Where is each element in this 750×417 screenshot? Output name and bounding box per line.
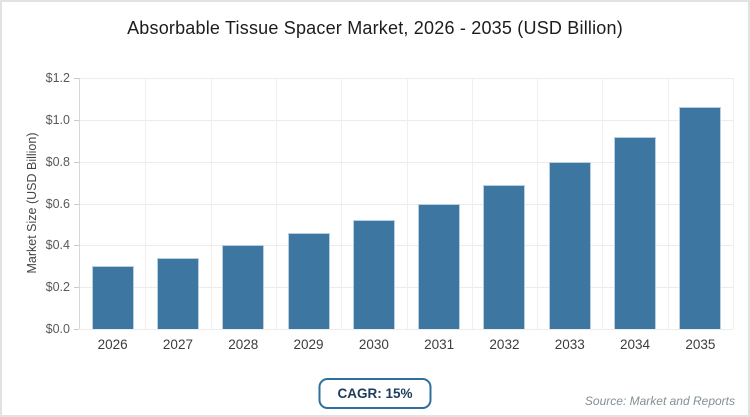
x-tick-label-2029: 2029: [293, 337, 324, 352]
y-tick-label: $0.2: [45, 280, 70, 295]
h-gridline: [80, 329, 733, 330]
y-tick-mark: [74, 119, 79, 121]
bar-2034: [614, 136, 657, 329]
y-axis-title: Market Size (USD Billion): [25, 132, 39, 274]
y-tick-label: $0.8: [45, 154, 70, 169]
v-gridline: [275, 78, 277, 329]
cagr-badge: CAGR: 15%: [318, 378, 432, 409]
y-tick-label: $1.2: [45, 71, 70, 85]
y-tick-mark: [74, 329, 79, 330]
v-gridline: [145, 78, 147, 329]
y-tick-mark: [74, 203, 79, 205]
plot-area: $0.0 $0.2 $0.4 $0.6 $0.8 $1.0 $1.2 2026 2027 2028…: [46, 71, 734, 352]
bar-2030: [352, 220, 395, 329]
y-tick-mark: [74, 287, 79, 289]
bar-2028: [222, 245, 265, 329]
bar-2031: [418, 203, 461, 329]
v-gridline: [406, 78, 408, 329]
v-gridline: [602, 78, 604, 329]
x-tick-label-2028: 2028: [228, 337, 259, 352]
y-axis-spine: [79, 78, 80, 329]
v-gridline: [210, 78, 212, 329]
x-tick-label-2032: 2032: [489, 337, 520, 352]
v-gridline: [537, 78, 539, 329]
x-tick-label-2033: 2033: [554, 337, 585, 352]
y-tick-mark: [74, 78, 79, 79]
x-tick-label-2027: 2027: [162, 337, 193, 352]
y-tick-mark: [74, 161, 79, 163]
bar-2027: [156, 257, 199, 329]
x-tick-label-2034: 2034: [620, 337, 651, 352]
y-tick-label: $0.0: [45, 322, 70, 336]
bar-2033: [548, 161, 591, 329]
y-tick-label: $0.6: [45, 196, 70, 211]
bar-2029: [287, 232, 330, 329]
chart-title: Absorbable Tissue Spacer Market, 2026 - …: [127, 18, 623, 38]
x-tick-label-2030: 2030: [358, 337, 389, 352]
y-tick-mark: [74, 245, 79, 247]
v-gridline: [471, 78, 473, 329]
v-gridline: [341, 78, 343, 329]
x-tick-label-2035: 2035: [685, 337, 716, 352]
x-tick-label-2031: 2031: [424, 337, 455, 352]
bar-2026: [91, 266, 134, 329]
source-text: Source: Market and Reports: [584, 394, 735, 408]
v-gridline: [667, 78, 669, 329]
bar-2035: [679, 107, 722, 329]
bar-2032: [483, 184, 526, 329]
v-gridline: [733, 78, 734, 329]
y-tick-label: $1.0: [45, 112, 70, 127]
x-tick-label-2026: 2026: [97, 337, 128, 352]
y-tick-label: $0.4: [45, 238, 70, 253]
